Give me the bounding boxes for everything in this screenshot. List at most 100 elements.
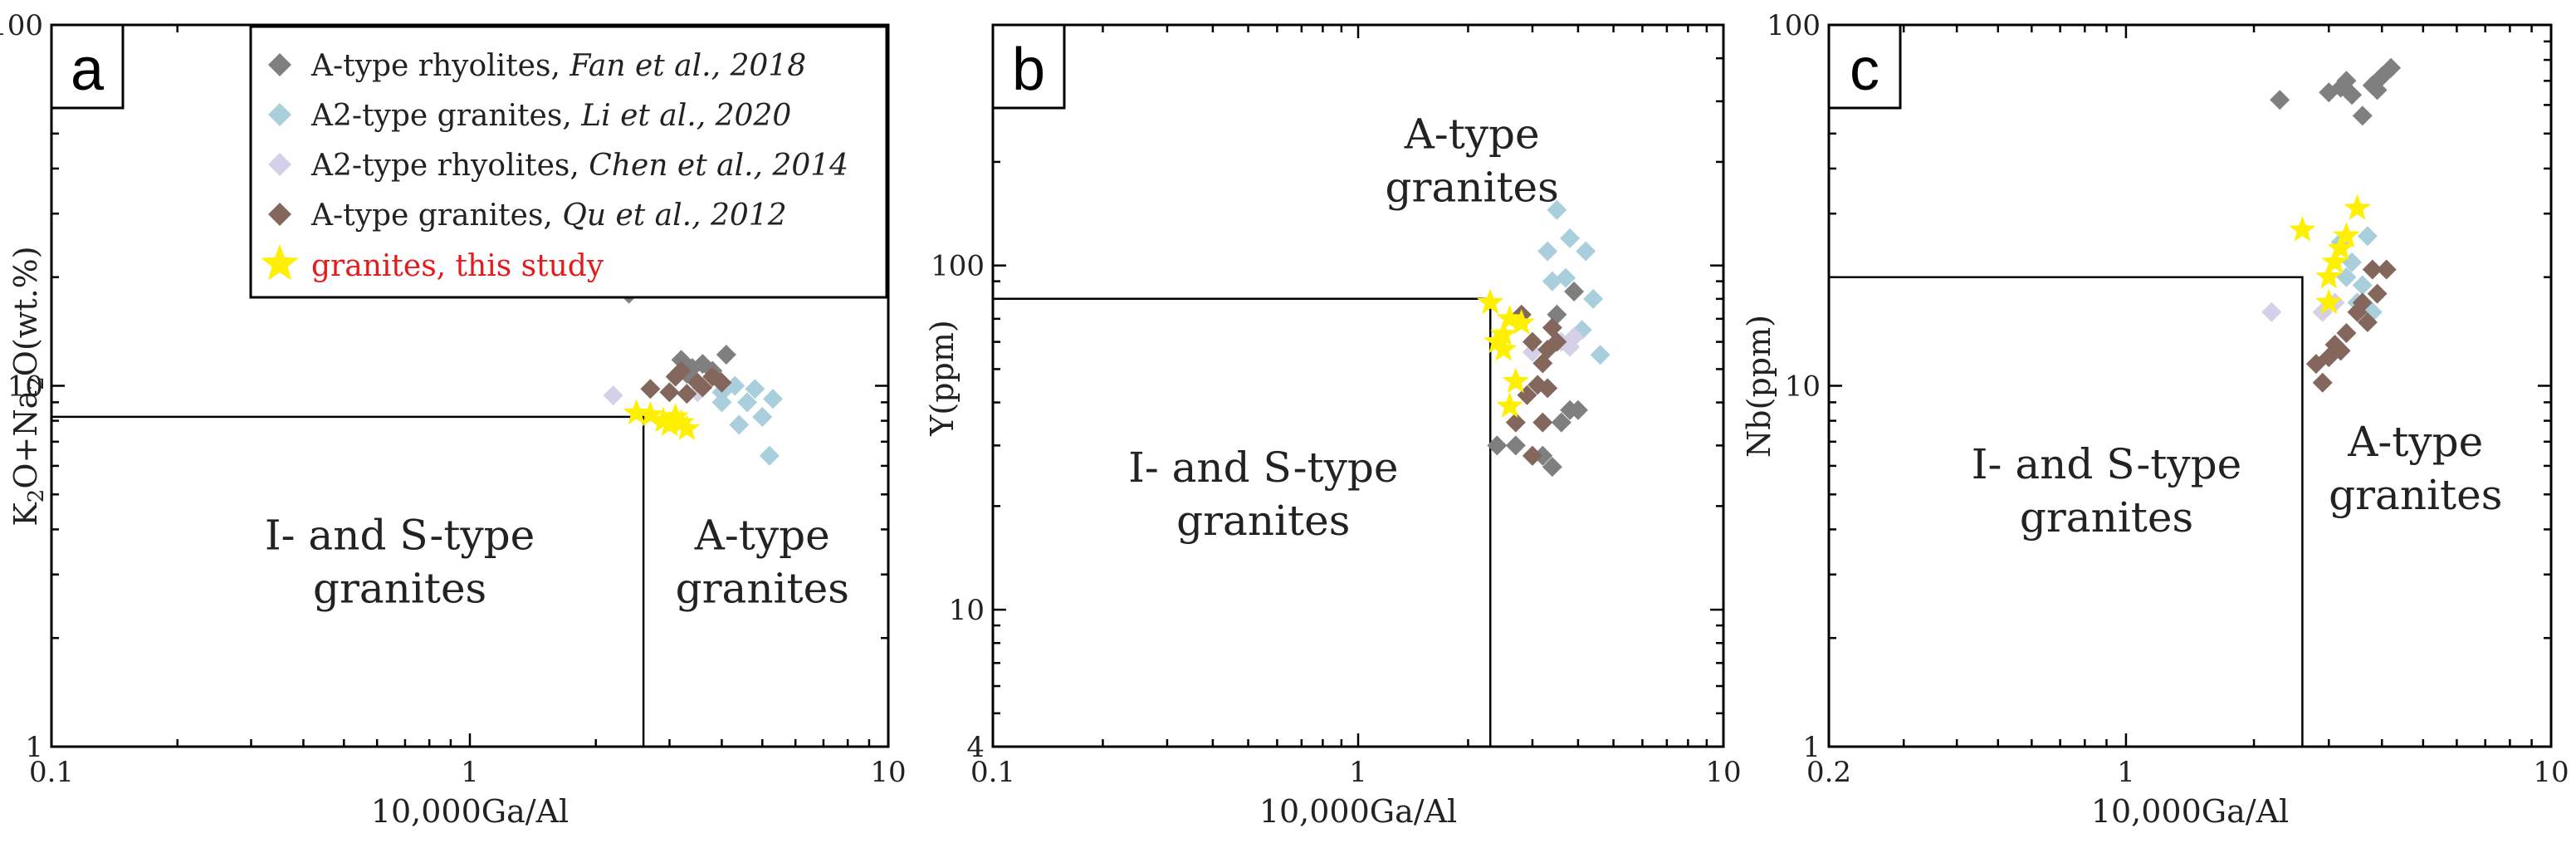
- legend-entry-3-citation: Chen et al., 2014: [589, 149, 848, 183]
- legend-entry-2: A2-type granites, Li et al., 2020: [310, 99, 791, 133]
- legend-entry-4: A-type granites, Qu et al., 2012: [310, 198, 787, 233]
- star-marker-granites-this-study: [1496, 392, 1523, 418]
- star-marker-granites-this-study: [662, 402, 689, 429]
- panel-a-ytick-label: 10: [7, 370, 43, 404]
- diamond-marker-a2-type-granites: [759, 445, 780, 466]
- panel-c: c I- and S-type granites A-type granites…: [1741, 9, 2569, 830]
- diamond-marker-a-type-granites: [2367, 283, 2388, 304]
- panel-b-xtick-label: 10: [1705, 756, 1741, 789]
- panel-c-field-is-label-2: granites: [2020, 493, 2193, 542]
- star-marker-granites-this-study: [2344, 194, 2371, 220]
- legend-entry-3: A2-type rhyolites, Chen et al., 2014: [310, 149, 848, 183]
- panel-a-field-a-line2: granites: [676, 565, 849, 613]
- panel-a-boundary-line: [51, 415, 645, 747]
- diamond-marker-a2-type-granites: [711, 392, 732, 413]
- diamond-marker-a-type-rhyolites: [2336, 71, 2357, 91]
- panel-a-field-a-line1: A-type: [694, 512, 830, 560]
- panel-c-field-a-line2: granites: [2329, 471, 2502, 519]
- diamond-marker-a-type-granites: [2357, 311, 2378, 332]
- star-marker-granites-this-study: [2327, 234, 2354, 261]
- legend-entry-3-label: A2-type rhyolites,: [310, 149, 589, 183]
- diamond-marker-a-type-granites: [640, 379, 661, 399]
- legend-diamond-icon: [268, 103, 291, 126]
- legend-entry-2-label: A2-type granites,: [310, 99, 581, 133]
- legend-entry-4-label: A-type granites,: [310, 198, 562, 233]
- legend-entry-5: granites, this study: [311, 249, 604, 283]
- diamond-marker-a-type-rhyolites: [2352, 105, 2373, 126]
- panel-a-xtick-label: 0.1: [29, 756, 74, 789]
- star-marker-granites-this-study: [2315, 262, 2343, 289]
- diamond-marker-a-type-rhyolites: [716, 344, 736, 365]
- panel-a-ylabel-sub: 2: [24, 489, 49, 503]
- panel-b-field-is-label: I- and S-type: [1128, 444, 1398, 492]
- diamond-marker-a-type-granites: [692, 377, 713, 398]
- panel-a-letter-box: [50, 23, 125, 110]
- panel-c-ylabel: Nb(ppm): [1741, 315, 1777, 458]
- panel-b-ylabel: Y(ppm): [924, 320, 961, 436]
- panel-b-xtick-label: 0.1: [970, 756, 1015, 789]
- panel-b-field-a-line2: granites: [1386, 163, 1559, 211]
- diamond-marker-a-type-granites: [1522, 331, 1542, 352]
- panel-b-ytick-label: 4: [966, 731, 985, 764]
- panel-a-xtick-label: 10: [870, 756, 906, 789]
- panel-a-xlabel: 10,000Ga/Al: [371, 793, 569, 830]
- panel-a-ytick-label: 1: [25, 731, 43, 764]
- diamond-marker-a-type-granites: [677, 384, 697, 404]
- diamond-marker-a-type-rhyolites: [1542, 457, 1562, 478]
- panel-a-ylabel-part: O(wt.%): [7, 246, 44, 376]
- diamond-marker-a2-type-rhyolites: [2261, 301, 2282, 322]
- panel-b: b I- and S-type granites A-type granites…: [924, 23, 1742, 830]
- panel-a-letter: a: [71, 37, 105, 103]
- legend-entry-2-citation: Li et al., 2020: [580, 99, 791, 133]
- panel-b-field-is-line1: I- and S-type: [1128, 444, 1398, 492]
- star-marker-granites-this-study: [1477, 288, 1504, 315]
- diamond-marker-a2-type-granites: [745, 379, 765, 399]
- star-marker-granites-this-study: [1489, 335, 1518, 361]
- legend-diamond-icon: [268, 203, 291, 226]
- diamond-marker-a-type-granites: [2352, 292, 2373, 313]
- panel-c-data-points: [2261, 57, 2402, 393]
- diamond-marker-a-type-granites: [2362, 259, 2383, 280]
- panel-b-letter-box: [991, 23, 1066, 110]
- panel-a-xtick-label: 1: [461, 756, 479, 789]
- panel-c-letter-box: [1827, 23, 1902, 110]
- legend-diamond-icon: [268, 153, 291, 176]
- panel-c-xtick-label: 1: [2117, 756, 2135, 789]
- diamond-marker-a-type-rhyolites: [1567, 399, 1588, 420]
- star-marker-granites-this-study: [1489, 320, 1518, 346]
- star-marker-granites-this-study: [649, 406, 677, 433]
- star-marker-granites-this-study: [1502, 367, 1529, 394]
- panel-c-xlabel: 10,000Ga/Al: [2091, 793, 2289, 830]
- legend-entry-1: A-type rhyolites, Fan et al., 2018: [310, 49, 806, 83]
- diamond-marker-a-type-granites: [2330, 341, 2351, 361]
- panel-b-field-is-line2: granites: [1176, 497, 1350, 545]
- diamond-marker-a2-type-granites: [763, 389, 784, 409]
- panel-c-boundary-line: [1829, 276, 2304, 747]
- legend-entry-1-label: A-type rhyolites,: [310, 49, 569, 83]
- diamond-marker-a-type-granites: [1522, 445, 1542, 466]
- legend-diamond-icon: [268, 53, 291, 76]
- panel-a: a I- and S-type granites A-type granites…: [0, 9, 907, 830]
- panel-b-ytick-label: 100: [931, 250, 985, 283]
- star-marker-granites-this-study: [1508, 309, 1535, 335]
- diamond-marker-a2-type-granites: [1576, 241, 1596, 262]
- panel-c-field-a-label-2: granites: [2329, 471, 2502, 519]
- diamond-marker-a-type-granites: [711, 372, 732, 393]
- diamond-marker-a2-type-granites: [1590, 345, 1611, 365]
- panel-c-field-is-line2: granites: [2020, 493, 2193, 542]
- panel-a-field-is-line2: granites: [313, 565, 486, 613]
- diamond-marker-a-type-granites: [1547, 331, 1567, 352]
- panel-c-field-a-label: A-type: [2347, 418, 2483, 466]
- star-marker-granites-this-study: [637, 400, 664, 427]
- diamond-marker-a2-type-granites: [2357, 226, 2378, 247]
- diamond-marker-a-type-granites: [1532, 412, 1553, 433]
- panel-a-ylabel-sub: 2: [24, 376, 49, 390]
- panel-a-field-is-label-2: granites: [313, 565, 486, 613]
- panel-b-data-points: [1477, 199, 1611, 478]
- panel-a-ytick-label: 100: [0, 9, 43, 42]
- diamond-marker-a2-type-granites: [737, 392, 758, 413]
- diamond-marker-a2-type-granites: [1537, 241, 1558, 262]
- star-marker-granites-this-study: [2289, 216, 2316, 242]
- legend-markers: [261, 53, 299, 281]
- panel-a-ylabel: K2O+Na2O(wt.%): [7, 246, 49, 526]
